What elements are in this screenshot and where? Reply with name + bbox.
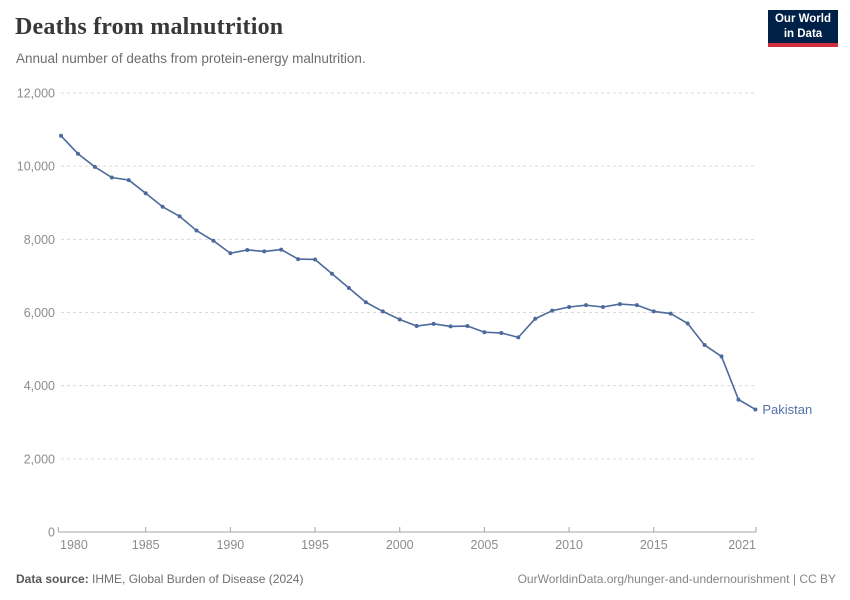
x-tick-label: 1990 [216, 538, 244, 552]
data-point[interactable] [346, 285, 351, 290]
data-source-note: Data source: IHME, Global Burden of Dise… [16, 572, 303, 586]
y-tick-label: 12,000 [17, 87, 55, 101]
attribution-separator: | [789, 572, 800, 586]
chart-subtitle: Annual number of deaths from protein-ene… [16, 51, 366, 66]
data-point[interactable] [651, 309, 656, 314]
x-tick-label: 1980 [60, 538, 88, 552]
data-point[interactable] [279, 247, 284, 252]
data-line[interactable] [60, 135, 757, 411]
data-point[interactable] [59, 133, 63, 138]
x-tick-label: 2010 [555, 538, 583, 552]
data-point[interactable] [211, 238, 216, 243]
data-point[interactable] [668, 311, 673, 316]
x-tick-label: 2015 [640, 538, 668, 552]
data-point[interactable] [109, 175, 114, 180]
data-point[interactable] [397, 317, 402, 322]
data-point[interactable] [702, 343, 707, 348]
data-point[interactable] [75, 151, 80, 156]
data-point[interactable] [584, 303, 589, 308]
data-point[interactable] [719, 354, 724, 359]
x-tick-label: 2005 [471, 538, 499, 552]
data-point[interactable] [634, 303, 639, 308]
data-point[interactable] [533, 316, 538, 321]
data-point[interactable] [194, 228, 199, 233]
data-point[interactable] [516, 335, 521, 340]
owid-logo-line1: Our World [774, 13, 831, 26]
data-point[interactable] [465, 324, 470, 329]
data-point[interactable] [414, 324, 419, 329]
data-point[interactable] [431, 321, 436, 326]
data-point[interactable] [448, 324, 453, 329]
y-tick-label: 10,000 [17, 160, 55, 174]
data-point[interactable] [313, 257, 318, 262]
data-point[interactable] [262, 249, 267, 254]
y-tick-label: 0 [48, 526, 55, 540]
page-title: Deaths from malnutrition [15, 14, 284, 40]
x-tick-label: 1985 [132, 538, 160, 552]
license-link[interactable]: CC BY [799, 572, 836, 586]
y-tick-label: 8,000 [24, 233, 55, 247]
data-point[interactable] [363, 300, 368, 305]
data-point[interactable] [177, 214, 182, 219]
data-point[interactable] [617, 302, 622, 307]
y-tick-label: 2,000 [24, 452, 55, 466]
data-point[interactable] [499, 330, 504, 335]
owid-logo-line2: in Data [783, 27, 823, 40]
data-point[interactable] [160, 204, 165, 209]
x-tick-label: 1995 [301, 538, 329, 552]
data-point[interactable] [380, 309, 385, 314]
data-point[interactable] [736, 397, 741, 402]
data-point[interactable] [482, 330, 487, 335]
data-point[interactable] [143, 191, 148, 196]
data-point[interactable] [329, 271, 334, 276]
x-tick-label: 2000 [386, 538, 414, 552]
data-point[interactable] [296, 257, 301, 262]
data-point[interactable] [567, 305, 572, 310]
chart-canvas: 0 2,000 4,000 6,000 8,000 10,000 12,000 1980 198… [17, 87, 813, 553]
chart-footer: Data source: IHME, Global Burden of Dise… [16, 572, 836, 586]
data-point[interactable] [228, 251, 233, 256]
data-point[interactable] [600, 305, 605, 310]
entity-label[interactable]: Pakistan [762, 402, 812, 417]
data-source-text: IHME, Global Burden of Disease (2024) [88, 572, 304, 586]
data-point[interactable] [92, 164, 97, 169]
data-point[interactable] [685, 321, 690, 326]
y-tick-label: 4,000 [24, 379, 55, 393]
y-tick-label: 6,000 [24, 306, 55, 320]
data-point[interactable] [126, 178, 131, 183]
attribution: OurWorldinData.org/hunger-and-undernouri… [518, 572, 836, 586]
owid-logo[interactable]: Our World in Data [768, 10, 838, 47]
x-tick-label: 2021 [728, 538, 756, 552]
attribution-link[interactable]: OurWorldinData.org/hunger-and-undernouri… [517, 572, 790, 586]
data-point[interactable] [753, 407, 758, 412]
data-point[interactable] [245, 247, 250, 252]
data-point[interactable] [550, 308, 555, 313]
data-source-label: Data source: [16, 572, 89, 586]
